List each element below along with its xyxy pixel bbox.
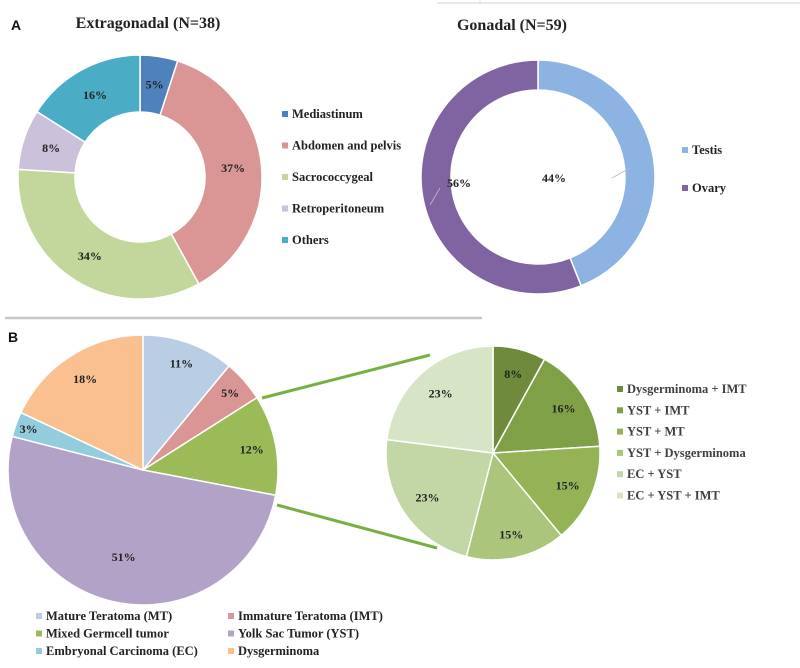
gonadal-ring: 44% 56% Testis Ovary (420, 59, 727, 295)
legend-swatch-sacrococcygeal (282, 174, 288, 180)
data-label-sacrococcygeal: 34% (78, 249, 102, 263)
data-label-mixed-germcell-tumor: 12% (240, 442, 264, 456)
slice-sacrococcygeal (17, 168, 200, 300)
data-label-embryonal-carcinoma-ec: 3% (20, 422, 38, 436)
data-label-yst-mt: 15% (556, 478, 580, 492)
connector-line-top (261, 353, 431, 400)
legend-label-yolk-sac-tumor-yst: Yolk Sac Tumor (YST) (238, 627, 359, 641)
leader-line-ovary (429, 187, 441, 206)
legend-label-mixed-germcell-tumor: Mixed Germcell tumor (46, 627, 169, 641)
legend-label-yst-imt: YST + IMT (627, 403, 690, 417)
data-label-yst-imt: 16% (551, 401, 575, 415)
data-label-ec-yst: 23% (416, 491, 440, 505)
legend-swatch-ec-yst (617, 471, 623, 478)
legend-swatch-yolk-sac-tumor-yst (228, 630, 234, 637)
data-label-retroperitoneum: 8% (42, 141, 60, 155)
data-label-dysgerminoma-imt: 8% (504, 367, 522, 381)
legend-label-ec-yst-imt: EC + YST + IMT (627, 489, 720, 503)
legend-label-dysgerminoma-imt: Dysgerminoma + IMT (627, 382, 747, 396)
legend-label-ovary: Ovary (692, 181, 727, 195)
slice-yolk-sac-tumor-yst (7, 435, 277, 606)
slice-abdomen-and-pelvis (159, 60, 263, 285)
legend-swatch-retroperitoneum (282, 205, 288, 212)
slice-others (35, 54, 141, 144)
legend-swatch-others (282, 237, 288, 243)
legend-label-mediastinum: Mediastinum (292, 107, 363, 121)
legend-label-mature-teratoma-mt: Mature Teratoma (MT) (46, 609, 172, 623)
data-label-ovary: 56% (447, 176, 471, 190)
data-label-ec-yst-imt: 23% (429, 387, 453, 401)
extragonadal-donut: 5% 37% 34% 8% 16% Mediastinum Abdomen and pelv… (17, 54, 401, 300)
legend-swatch-yst-imt (617, 407, 623, 414)
legend-swatch-testis (682, 147, 688, 153)
legend-label-immature-teratoma-imt: Immature Teratoma (IMT) (238, 609, 383, 623)
legend-label-abdomen-and-pelvis: Abdomen and pelvis (292, 139, 401, 153)
data-label-yolk-sac-tumor-yst: 51% (112, 550, 136, 564)
slice-mature-teratoma-mt (142, 334, 231, 473)
slice-yst-mt (491, 445, 601, 537)
slice-dysgerminoma (19, 334, 144, 472)
legend-label-ec-yst: EC + YST (627, 467, 682, 481)
slice-testis (537, 59, 656, 287)
legend-swatch-mixed-germcell-tumor (36, 630, 42, 637)
data-label-mediastinum: 5% (146, 78, 164, 92)
legend-swatch-ovary (682, 185, 688, 191)
data-label-testis: 44% (542, 171, 566, 185)
gonadal-title: Gonadal (N=59) (457, 17, 567, 34)
slice-ec-yst-imt (386, 345, 494, 454)
legend-label-embryonal-carcinoma-ec: Embryonal Carcinoma (EC) (46, 644, 198, 658)
legend-label-others: Others (292, 233, 329, 247)
legend-swatch-dysgerminoma-imt (617, 386, 623, 392)
legend-label-yst-mt: YST + MT (627, 425, 685, 439)
slice-yst-imt (491, 358, 601, 454)
legend-label-dysgerminoma: Dysgerminoma (238, 644, 320, 658)
slice-ec-yst (385, 438, 494, 558)
panel-label-b: B (8, 329, 18, 345)
legend-label-yst-dysgerminoma: YST + Dysgerminoma (627, 446, 746, 460)
connector-line-bottom (276, 503, 438, 550)
data-label-dysgerminoma: 18% (73, 372, 97, 386)
mixed-germcell-pie: 8% 16% 15% 15% 23% 23% Dysgerminoma + IMT YST +… (385, 345, 747, 561)
slice-yst-dysgerminoma (465, 451, 563, 561)
legend-swatch-mediastinum (282, 111, 288, 117)
legend-swatch-immature-teratoma-imt (228, 613, 234, 619)
legend-swatch-dysgerminoma (228, 648, 234, 654)
legend-swatch-ec-yst-imt (617, 492, 623, 499)
extragonadal-title: Extragonadal (N=38) (76, 15, 221, 32)
legend-swatch-yst-mt (617, 428, 623, 435)
legend-swatch-abdomen-and-pelvis (282, 142, 288, 149)
data-label-yst-dysgerminoma: 15% (499, 527, 523, 541)
data-label-abdomen-and-pelvis: 37% (221, 161, 245, 175)
slice-ovary (420, 59, 583, 295)
slice-mixed-germcell-tumor (140, 396, 279, 497)
legend-swatch-mature-teratoma-mt (36, 613, 42, 619)
leader-line-testis (611, 167, 631, 179)
legend-swatch-yst-dysgerminoma (617, 449, 623, 456)
legend-swatch-embryonal-carcinoma-ec (36, 648, 42, 654)
legend-label-retroperitoneum: Retroperitoneum (292, 202, 385, 216)
legend-label-testis: Testis (692, 143, 722, 157)
panel-label-a: A (11, 17, 21, 33)
histology-pie: 11% 5% 12% 51% 3% 18% Mature Teratoma (MT) Imma… (7, 334, 383, 658)
legend-label-sacrococcygeal: Sacrococcygeal (292, 170, 374, 184)
data-label-mature-teratoma-mt: 11% (170, 356, 193, 370)
data-label-immature-teratoma-imt: 5% (221, 386, 239, 400)
data-label-others: 16% (83, 88, 107, 102)
